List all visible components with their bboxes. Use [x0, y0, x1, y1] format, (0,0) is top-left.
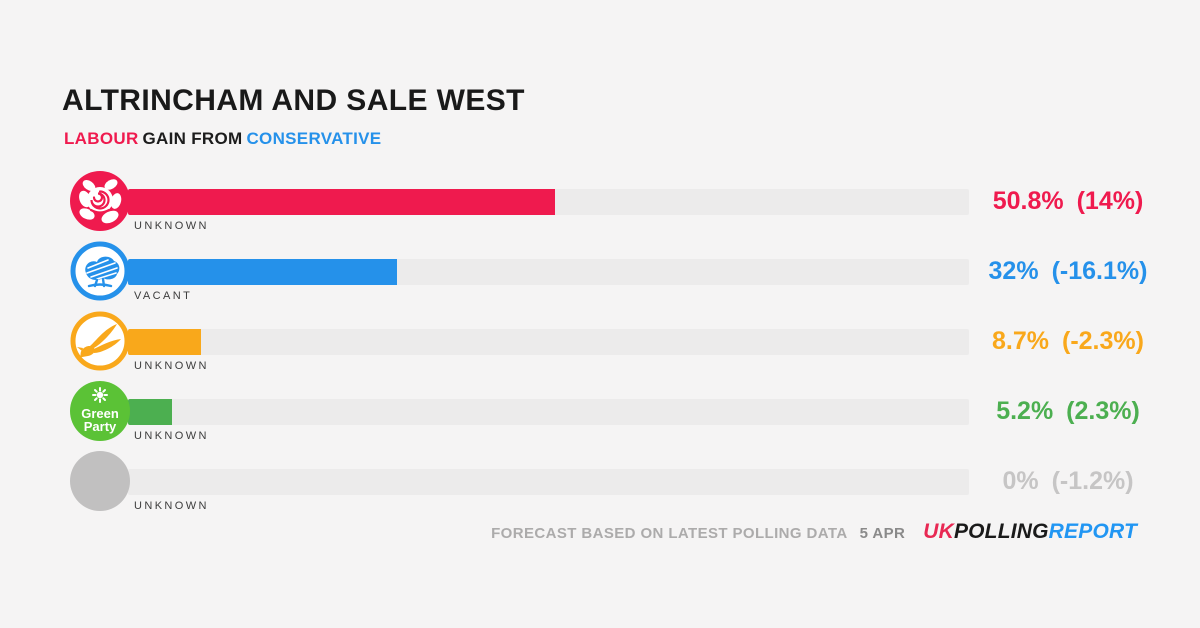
value-group: 0% (-1.2%): [968, 466, 1168, 496]
party-row-conservative: VACANT 32% (-16.1%): [0, 241, 1200, 311]
forecast-date: 5 APR: [859, 525, 906, 542]
value-group: 5.2% (2.3%): [968, 396, 1168, 426]
value-group: 8.7% (-2.3%): [968, 326, 1168, 356]
footer: FORECAST BASED ON LATEST POLLING DATA 5 …: [0, 520, 1137, 544]
bar-track: [128, 399, 969, 425]
ukpollingreport-logo: UKPOLLINGREPORT: [923, 520, 1137, 543]
value-label: 0%: [1002, 467, 1039, 495]
bar-fill: [128, 399, 172, 425]
candidate-label: UNKNOWN: [134, 500, 209, 512]
party-row-libdem: UNKNOWN 8.7% (-2.3%): [0, 311, 1200, 381]
conservative-tree-icon: [70, 241, 130, 301]
value-group: 32% (-16.1%): [968, 256, 1168, 286]
change-label: (-1.2%): [1051, 467, 1134, 495]
unknown-party-icon: [70, 451, 130, 511]
svg-text:Party: Party: [84, 419, 117, 434]
subtitle-party-to: CONSERVATIVE: [246, 129, 382, 148]
candidate-label: UNKNOWN: [134, 220, 209, 232]
party-row-labour: UNKNOWN 50.8% (14%): [0, 171, 1200, 241]
value-label: 5.2%: [996, 397, 1054, 425]
change-label: (-2.3%): [1062, 327, 1144, 355]
candidate-label: VACANT: [134, 290, 193, 302]
candidate-label: UNKNOWN: [134, 360, 209, 372]
value-label: 8.7%: [992, 327, 1049, 355]
subtitle-party-from: LABOUR: [64, 129, 139, 148]
change-label: (2.3%): [1066, 397, 1140, 425]
candidate-label: UNKNOWN: [134, 430, 209, 442]
value-label: 32%: [988, 257, 1039, 285]
green-party-icon: Green Party: [70, 381, 130, 441]
value-label: 50.8%: [992, 187, 1064, 215]
bar-fill: [128, 189, 556, 215]
bar-track: [128, 259, 969, 285]
forecast-subtitle: LABOUR GAIN FROM CONSERVATIVE: [64, 129, 385, 149]
bar-track: [128, 329, 969, 355]
page-title: ALTRINCHAM AND SALE WEST: [62, 84, 525, 117]
labour-rose-icon: [70, 171, 130, 231]
bar-fill: [128, 329, 202, 355]
value-group: 50.8% (14%): [968, 186, 1168, 216]
bar-track: [128, 189, 969, 215]
party-row-other: UNKNOWN 0% (-1.2%): [0, 451, 1200, 521]
forecast-note: FORECAST BASED ON LATEST POLLING DATA: [491, 525, 848, 542]
subtitle-middle: GAIN FROM: [142, 129, 243, 148]
change-label: (14%): [1076, 187, 1144, 215]
bar-track: [128, 469, 969, 495]
libdem-bird-icon: [70, 311, 130, 371]
bar-fill: [128, 259, 398, 285]
svg-text:Green: Green: [81, 406, 119, 421]
change-label: (-16.1%): [1051, 257, 1148, 285]
party-row-green: Green Party UNKNOWN 5.2% (2.3%): [0, 381, 1200, 451]
